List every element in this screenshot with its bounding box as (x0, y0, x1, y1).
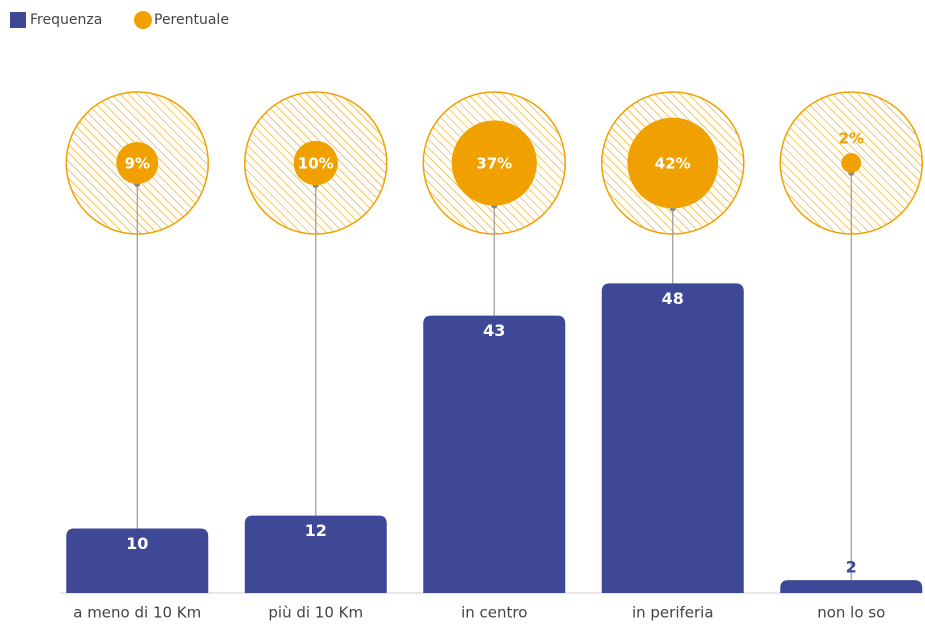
x-tick-label: in centro (461, 604, 527, 622)
legend-swatch (134, 11, 152, 29)
percent-label: 37% (476, 155, 512, 173)
x-tick-label: non lo so (817, 604, 885, 622)
percent-label: 2% (839, 130, 864, 148)
bar (423, 315, 566, 593)
bar-value-label: 10 (126, 534, 148, 553)
bar-value-label: 48 (662, 289, 684, 308)
percent-label: 9% (125, 155, 150, 173)
percent-label: 42% (655, 155, 691, 173)
percent-circle (841, 153, 862, 173)
legend-label: Perentuale (154, 12, 229, 28)
x-tick-label: a meno di 10 Km (73, 604, 201, 622)
legend-label: Frequenza (30, 12, 102, 28)
bar-value-label: 43 (483, 321, 505, 340)
x-tick-label: in periferia (632, 604, 714, 622)
bar (780, 580, 923, 593)
percent-circle (293, 140, 338, 186)
bar (601, 283, 744, 593)
legend-swatch (10, 12, 26, 28)
percent-label: 10% (298, 155, 334, 173)
percent-circle (451, 120, 537, 206)
bar (244, 515, 387, 593)
bar-value-label: 12 (305, 521, 327, 540)
percent-circle (116, 142, 159, 184)
x-tick-label: più di 10 Km (268, 604, 363, 622)
bar (66, 528, 209, 593)
percent-circle (627, 117, 719, 209)
bar-value-label: 2 (846, 558, 857, 577)
